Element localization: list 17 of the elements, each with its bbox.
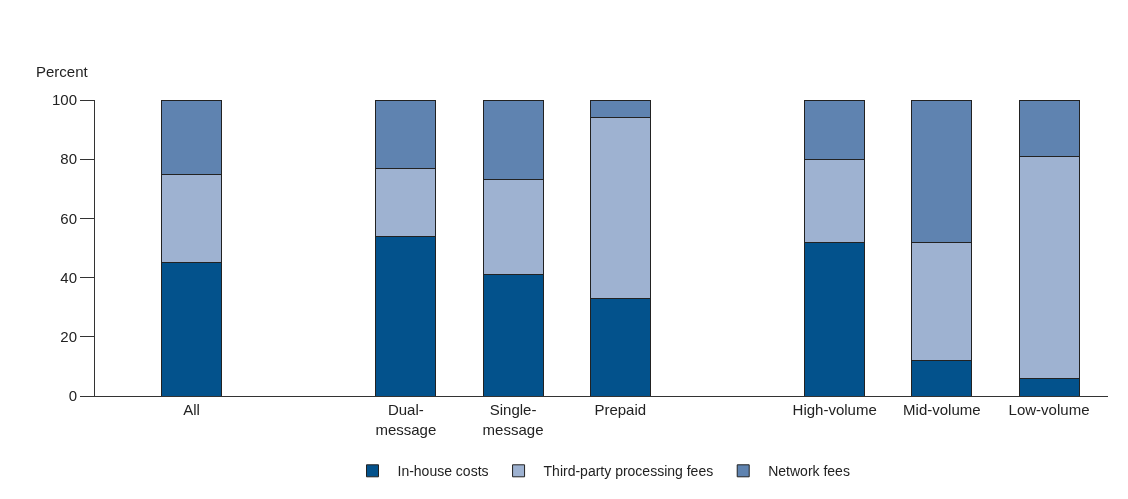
legend-label: In-house costs	[397, 463, 489, 480]
x-tick-label: Single- message	[482, 401, 544, 438]
y-tick-label: 100	[51, 91, 77, 109]
legend-label: Network fees	[768, 463, 850, 480]
x-tick-label: Prepaid	[594, 401, 647, 418]
y-tick-label: 80	[60, 150, 77, 168]
legend-label: Third-party processing fees	[543, 463, 714, 480]
x-tick-label: All	[183, 401, 200, 418]
x-tick-label: Dual- message	[375, 401, 437, 438]
x-tick-label: Low-volume	[1008, 401, 1090, 418]
y-tick-label: 0	[68, 387, 77, 405]
y-axis-title: Percent	[36, 63, 89, 80]
x-tick-label: High-volume	[792, 401, 877, 418]
x-tick-label: Mid-volume	[903, 401, 981, 418]
y-tick-label: 60	[60, 209, 77, 227]
y-tick-label: 40	[60, 268, 77, 286]
y-tick-label: 20	[60, 328, 77, 346]
